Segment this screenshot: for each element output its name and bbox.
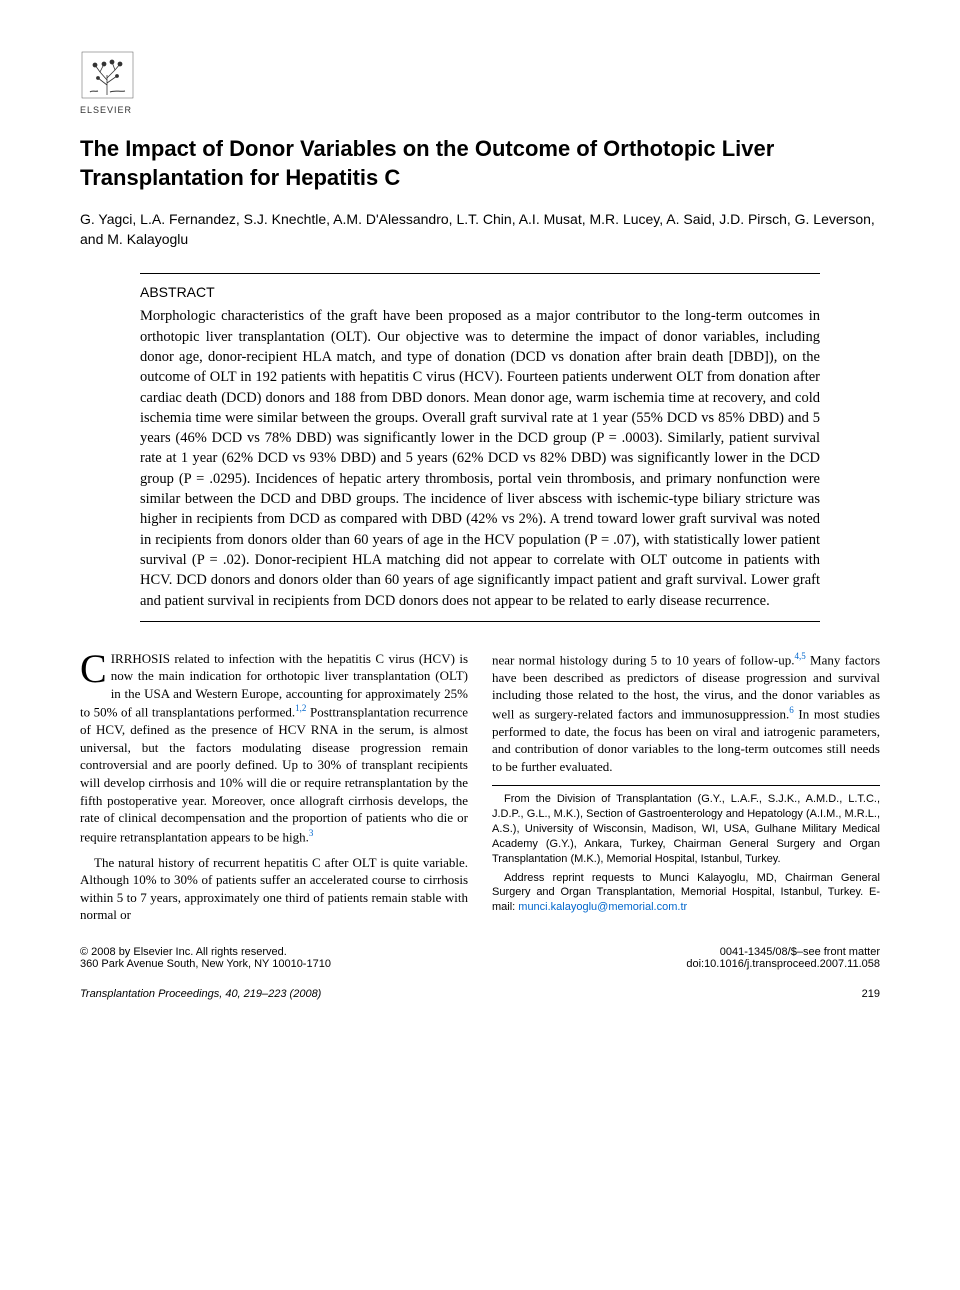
column-right: near normal histology during 5 to 10 yea… (492, 650, 880, 932)
dropcap: C (80, 650, 111, 686)
publisher-name: ELSEVIER (80, 105, 140, 115)
body-text: The natural history of recurrent hepatit… (80, 855, 468, 923)
affiliations-box: From the Division of Transplantation (G.… (492, 785, 880, 915)
body-paragraph: The natural history of recurrent hepatit… (80, 854, 468, 924)
article-title: The Impact of Donor Variables on the Out… (80, 135, 880, 192)
body-paragraph: CIRRHOSIS related to infection with the … (80, 650, 468, 846)
author-list: G. Yagci, L.A. Fernandez, S.J. Knechtle,… (80, 210, 880, 249)
citation-ref[interactable]: 4,5 (794, 651, 805, 661)
body-paragraph: near normal histology during 5 to 10 yea… (492, 650, 880, 775)
doi-text: doi:10.1016/j.transproceed.2007.11.058 (686, 958, 880, 970)
journal-citation: Transplantation Proceedings, 40, 219–223… (80, 988, 321, 1000)
publisher-logo: ELSEVIER (80, 50, 140, 115)
abstract-text: Morphologic characteristics of the graft… (140, 306, 820, 610)
body-columns: CIRRHOSIS related to infection with the … (80, 650, 880, 932)
journal-footer: Transplantation Proceedings, 40, 219–223… (80, 988, 880, 1000)
citation-ref[interactable]: 1,2 (295, 703, 306, 713)
footer-copyright-row: © 2008 by Elsevier Inc. All rights reser… (80, 946, 880, 970)
page-number: 219 (862, 988, 880, 1000)
column-left: CIRRHOSIS related to infection with the … (80, 650, 468, 932)
abstract-section: ABSTRACT Morphologic characteristics of … (140, 273, 820, 621)
citation-ref[interactable]: 3 (309, 828, 314, 838)
affiliations-text: From the Division of Transplantation (G.… (492, 792, 880, 866)
body-text: near normal histology during 5 to 10 yea… (492, 652, 794, 667)
footer-left: © 2008 by Elsevier Inc. All rights reser… (80, 946, 331, 970)
publisher-address: 360 Park Avenue South, New York, NY 1001… (80, 958, 331, 970)
correspondence-text: Address reprint requests to Munci Kalayo… (492, 871, 880, 916)
body-text: Posttransplantation recurrence of HCV, d… (80, 705, 468, 844)
abstract-heading: ABSTRACT (140, 284, 820, 300)
correspondence-email[interactable]: munci.kalayoglu@memorial.com.tr (518, 901, 687, 913)
footer-right: 0041-1345/08/$–see front matter doi:10.1… (686, 946, 880, 970)
copyright-text: © 2008 by Elsevier Inc. All rights reser… (80, 946, 331, 958)
issn-text: 0041-1345/08/$–see front matter (686, 946, 880, 958)
